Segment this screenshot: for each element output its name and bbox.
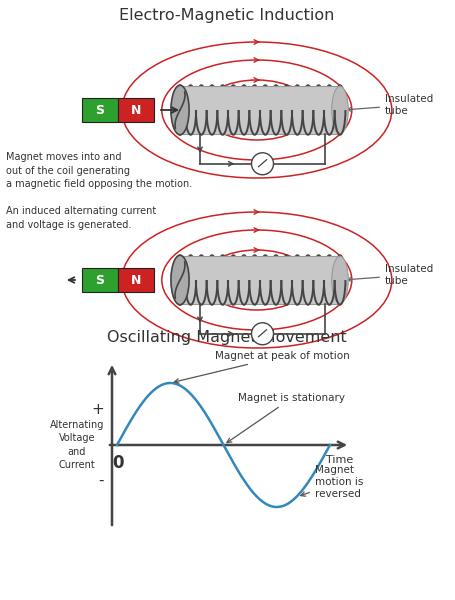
- Ellipse shape: [171, 85, 189, 135]
- Circle shape: [252, 323, 273, 345]
- Bar: [118, 268, 154, 292]
- Text: Time: Time: [326, 455, 354, 465]
- Text: S: S: [96, 274, 105, 286]
- Ellipse shape: [171, 255, 189, 305]
- Text: -: -: [98, 473, 104, 487]
- Bar: [180, 86, 340, 134]
- Text: Magnet
motion is
reversed: Magnet motion is reversed: [301, 466, 363, 499]
- Text: Oscillating Magnet Movement: Oscillating Magnet Movement: [107, 330, 347, 345]
- Circle shape: [252, 153, 273, 175]
- Text: Magnet moves into and
out of the coil generating
a magnetic field opposing the m: Magnet moves into and out of the coil ge…: [6, 152, 192, 230]
- Ellipse shape: [332, 86, 348, 134]
- Text: 0: 0: [112, 454, 124, 472]
- Bar: [82, 268, 118, 292]
- Bar: [82, 98, 118, 122]
- Text: Magnet is stationary: Magnet is stationary: [227, 393, 345, 443]
- Text: +: +: [91, 403, 104, 418]
- Bar: [118, 98, 154, 122]
- Text: Insulated
tube: Insulated tube: [347, 94, 433, 116]
- Text: S: S: [96, 103, 105, 116]
- Text: Magnet at peak of motion: Magnet at peak of motion: [174, 351, 350, 383]
- Bar: [180, 256, 340, 304]
- Ellipse shape: [332, 256, 348, 304]
- Text: Electro-Magnetic Induction: Electro-Magnetic Induction: [119, 8, 335, 23]
- Text: N: N: [131, 103, 141, 116]
- Text: Alternating
Voltage
and
Current: Alternating Voltage and Current: [50, 420, 104, 470]
- Text: Insulated
tube: Insulated tube: [347, 264, 433, 286]
- Text: N: N: [131, 274, 141, 286]
